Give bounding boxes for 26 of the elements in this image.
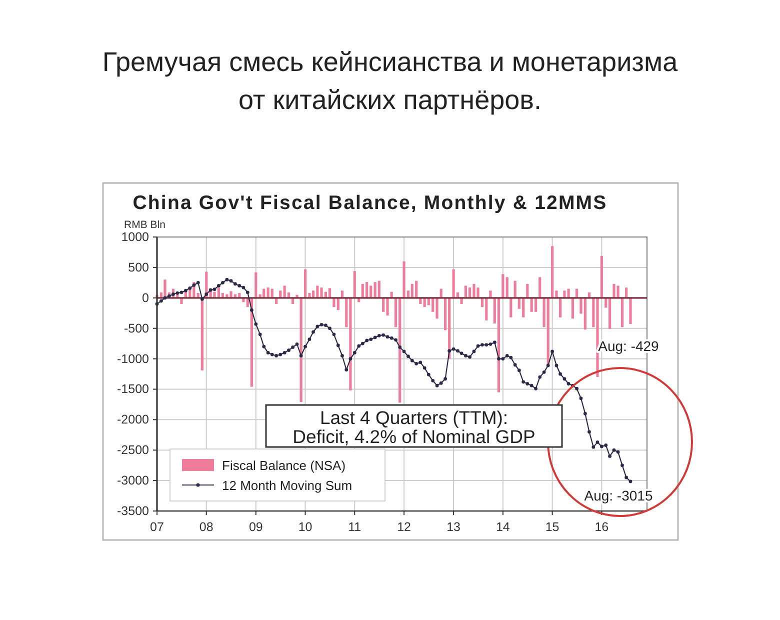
y-tick-label: -1500 (117, 382, 150, 396)
x-tick-label: 09 (248, 520, 263, 534)
x-tick-label: 12 (397, 520, 412, 534)
y-tick-label: -2500 (117, 443, 150, 458)
y-tick-label: -3000 (117, 474, 150, 488)
y-tick-label: 1000 (121, 230, 150, 244)
chart-subtitle: China Gov't Fiscal Balance, Monthly & 12MMS (132, 192, 608, 214)
y-axis-title: RMB Bln (124, 219, 166, 231)
x-tick-label: 13 (446, 520, 461, 534)
x-tick-label: 14 (496, 520, 510, 534)
legend-label: Fiscal Balance (NSA) (222, 458, 346, 472)
x-tick-label: 07 (150, 520, 164, 534)
chart-title: Гремучая смесь кейнсианства и монетаризма от китайских партнёров. (102, 47, 679, 115)
x-tick-label: 15 (545, 520, 560, 534)
y-tick-label: -1000 (117, 352, 150, 366)
y-tick-label: -2000 (117, 412, 150, 427)
x-tick-label: 10 (298, 520, 312, 534)
legend-label: 12 Month Moving Sum (222, 478, 352, 492)
x-tick-label: 16 (594, 520, 609, 534)
annotation: Last 4 Quarters (TTM): Deficit, 4.2% of Nominal GDP (292, 406, 536, 446)
y-tick-label: 0 (142, 290, 150, 305)
y-tick-label: -3500 (117, 504, 150, 518)
x-tick-label: 08 (199, 520, 214, 534)
y-tick-label: 500 (128, 260, 150, 274)
x-tick-label: 11 (348, 520, 362, 534)
y-tick-label: -500 (124, 321, 150, 336)
